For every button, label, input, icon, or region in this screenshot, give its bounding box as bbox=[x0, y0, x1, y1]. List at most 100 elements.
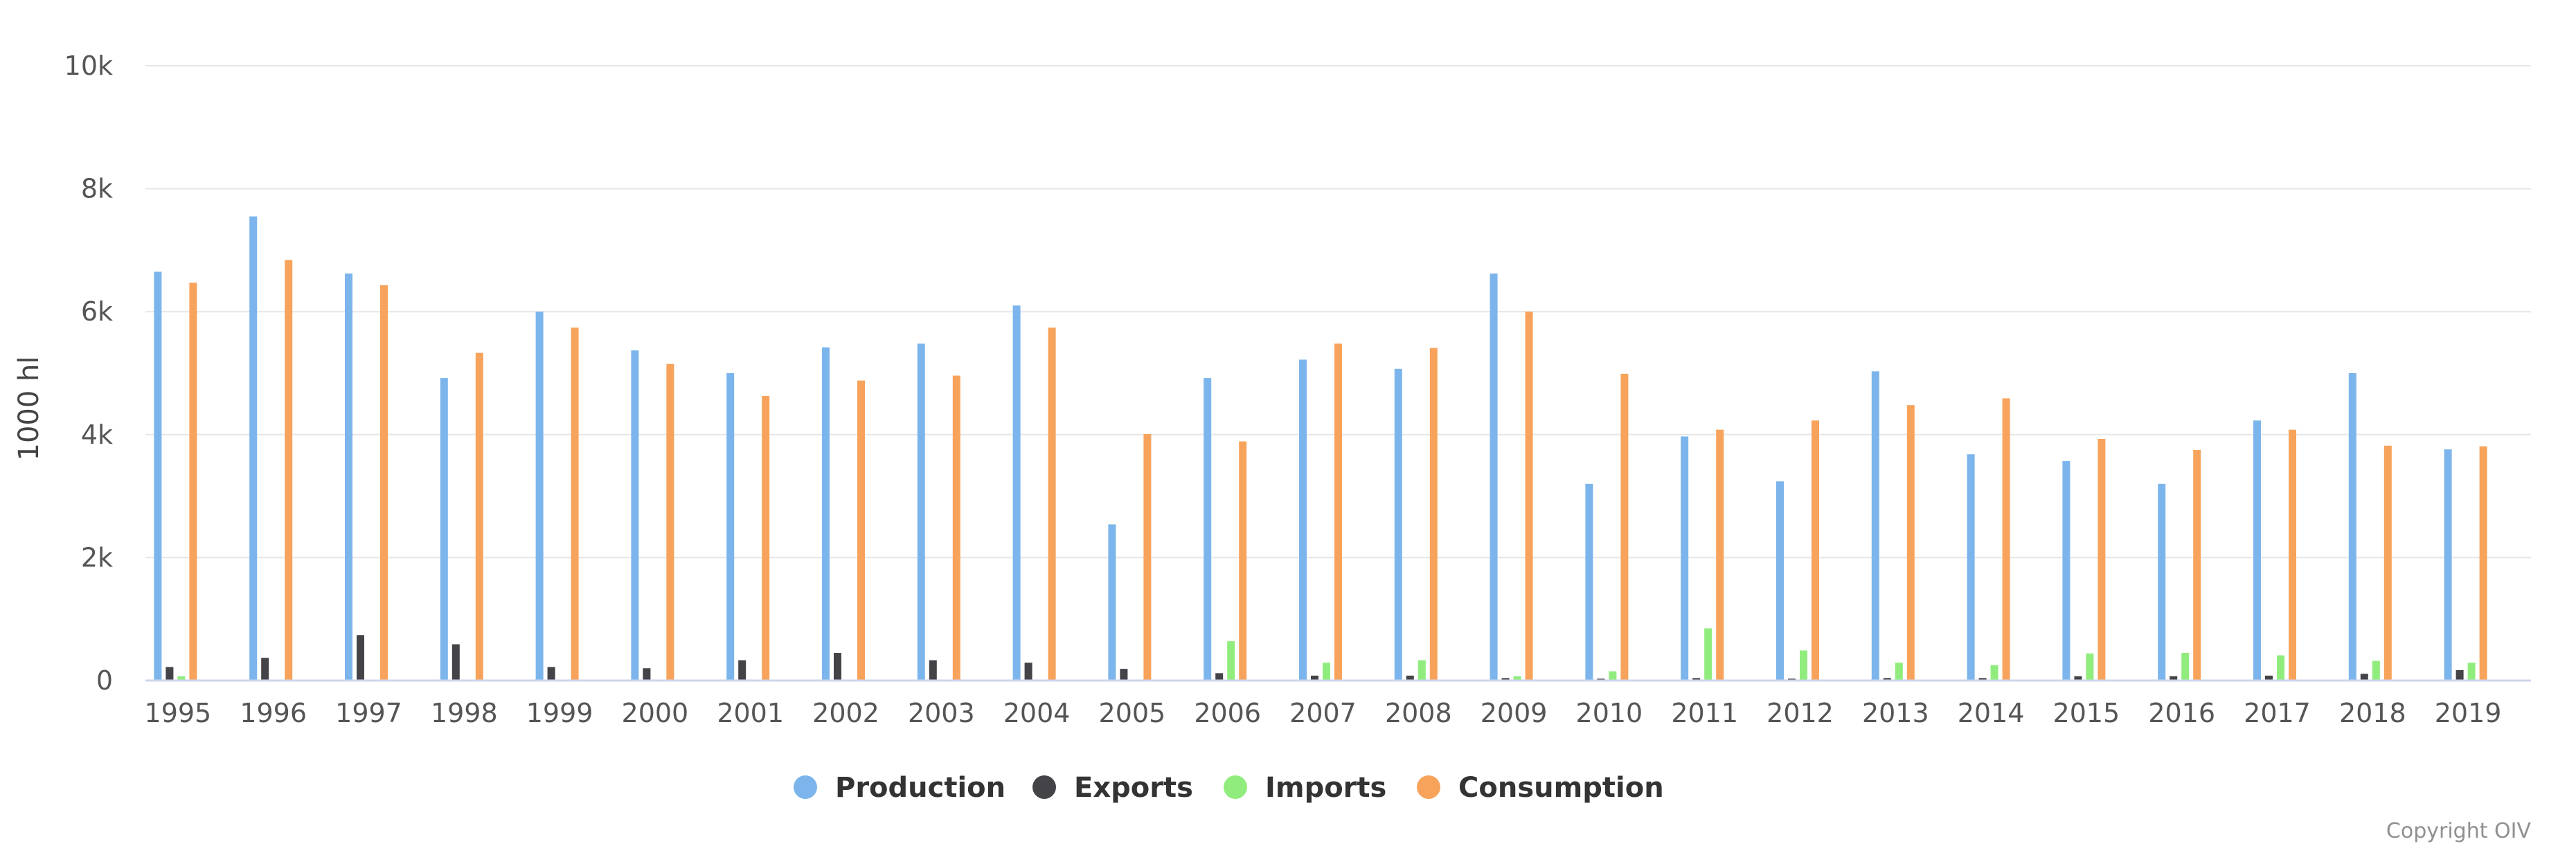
bar-consumption-1998[interactable]: Consumption 1998: 5330 bbox=[475, 352, 483, 681]
bar-production-2015[interactable]: Production 2015: 3570 bbox=[2062, 460, 2070, 681]
x-tick-label: 2017 bbox=[2244, 698, 2311, 728]
bar-consumption-2013[interactable]: Consumption 2013: 4480 bbox=[1906, 405, 1915, 681]
bar-consumption-2011[interactable]: Consumption 2011: 4080 bbox=[1716, 429, 1724, 681]
bar-exports-2002[interactable]: Exports 2002: 450 bbox=[834, 653, 841, 681]
bar-consumption-2009[interactable]: Consumption 2009: 6000 bbox=[1525, 312, 1533, 681]
bar-consumption-2008[interactable]: Consumption 2008: 5410 bbox=[1429, 348, 1438, 681]
bar-production-2007[interactable]: Production 2007: 5220 bbox=[1299, 359, 1307, 681]
bar-exports-2005[interactable]: Exports 2005: 190 bbox=[1120, 669, 1128, 681]
bar-consumption-1996[interactable]: Consumption 1996: 6840 bbox=[285, 260, 293, 681]
bar-exports-2004[interactable]: Exports 2004: 290 bbox=[1024, 663, 1032, 681]
bar-exports-2015[interactable]: Exports 2015: 70 bbox=[2074, 676, 2082, 681]
bar-consumption-2007[interactable]: Consumption 2007: 5480 bbox=[1334, 343, 1342, 681]
bar-production-2019[interactable]: Production 2019: 3760 bbox=[2444, 449, 2452, 681]
bar-imports-2006[interactable]: Imports 2006: 640 bbox=[1227, 641, 1235, 681]
bar-imports-2011[interactable]: Imports 2011: 850 bbox=[1704, 628, 1712, 681]
bar-exports-2013[interactable]: Exports 2013: 40 bbox=[1883, 678, 1891, 681]
bar-production-2009[interactable]: Production 2009: 6620 bbox=[1490, 273, 1498, 681]
bar-production-1996[interactable]: Production 1996: 7550 bbox=[249, 216, 258, 681]
bar-consumption-2001[interactable]: Consumption 2001: 4630 bbox=[762, 395, 770, 681]
bar-imports-2014[interactable]: Imports 2014: 250 bbox=[1990, 665, 1998, 681]
bar-exports-1995[interactable]: Exports 1995: 220 bbox=[166, 667, 174, 681]
bar-exports-2001[interactable]: Exports 2001: 330 bbox=[738, 660, 746, 681]
bar-imports-2015[interactable]: Imports 2015: 440 bbox=[2086, 653, 2094, 681]
bar-consumption-2018[interactable]: Consumption 2018: 3820 bbox=[2383, 445, 2392, 681]
bar-imports-2007[interactable]: Imports 2007: 290 bbox=[1323, 663, 1330, 681]
bar-exports-2018[interactable]: Exports 2018: 110 bbox=[2360, 674, 2368, 681]
bar-production-2017[interactable]: Production 2017: 4230 bbox=[2253, 420, 2261, 681]
bar-exports-2017[interactable]: Exports 2017: 80 bbox=[2265, 675, 2273, 681]
bar-exports-1998[interactable]: Exports 1998: 590 bbox=[451, 644, 460, 681]
bar-imports-2018[interactable]: Imports 2018: 320 bbox=[2372, 660, 2380, 681]
bar-imports-2016[interactable]: Imports 2016: 450 bbox=[2181, 653, 2190, 681]
x-tick-label: 2001 bbox=[717, 698, 784, 728]
bar-imports-2013[interactable]: Imports 2013: 290 bbox=[1895, 663, 1903, 681]
bar-imports-2019[interactable]: Imports 2019: 290 bbox=[2467, 663, 2476, 681]
bar-exports-2011[interactable]: Exports 2011: 40 bbox=[1692, 678, 1701, 681]
x-tick-label: 2008 bbox=[1385, 698, 1452, 728]
bar-production-2005[interactable]: Production 2005: 2540 bbox=[1108, 524, 1116, 681]
bar-consumption-1999[interactable]: Consumption 1999: 5740 bbox=[571, 327, 579, 681]
bar-production-2002[interactable]: Production 2002: 5420 bbox=[822, 347, 830, 681]
bar-exports-1997[interactable]: Exports 1997: 740 bbox=[357, 635, 364, 681]
x-tick-label: 2004 bbox=[1003, 698, 1071, 728]
legend-item-exports[interactable]: Exports bbox=[1032, 772, 1193, 804]
bar-consumption-2010[interactable]: Consumption 2010: 4990 bbox=[1620, 373, 1629, 681]
bar-consumption-2012[interactable]: Consumption 2012: 4230 bbox=[1812, 420, 1819, 681]
copyright-credit[interactable]: Copyright OIV bbox=[2386, 819, 2532, 843]
bar-consumption-2016[interactable]: Consumption 2016: 3750 bbox=[2193, 450, 2201, 681]
bar-imports-2008[interactable]: Imports 2008: 330 bbox=[1417, 660, 1426, 681]
bar-consumption-2017[interactable]: Consumption 2017: 4080 bbox=[2289, 429, 2296, 681]
bar-exports-2000[interactable]: Exports 2000: 200 bbox=[643, 668, 651, 681]
bar-production-1999[interactable]: Production 1999: 6000 bbox=[535, 312, 544, 681]
bar-production-2008[interactable]: Production 2008: 5070 bbox=[1394, 368, 1402, 681]
bar-consumption-1997[interactable]: Consumption 1997: 6430 bbox=[380, 285, 388, 681]
bar-production-2014[interactable]: Production 2014: 3680 bbox=[1967, 454, 1975, 681]
bar-production-2003[interactable]: Production 2003: 5480 bbox=[917, 343, 925, 681]
bar-consumption-2019[interactable]: Consumption 2019: 3810 bbox=[2479, 446, 2487, 681]
bar-imports-2009[interactable]: Imports 2009: 70 bbox=[1513, 676, 1521, 681]
bar-exports-2008[interactable]: Exports 2008: 80 bbox=[1406, 675, 1414, 681]
legend[interactable]: Production Exports Imports Consumption bbox=[794, 772, 1664, 804]
bar-production-2013[interactable]: Production 2013: 5030 bbox=[1871, 371, 1879, 681]
bar-exports-2016[interactable]: Exports 2016: 70 bbox=[2170, 676, 2178, 681]
bar-imports-2017[interactable]: Imports 2017: 410 bbox=[2277, 655, 2284, 681]
bar-consumption-2003[interactable]: Consumption 2003: 4960 bbox=[952, 375, 960, 681]
bar-production-2011[interactable]: Production 2011: 3970 bbox=[1681, 436, 1689, 681]
legend-item-consumption[interactable]: Consumption bbox=[1417, 772, 1664, 804]
bar-production-1997[interactable]: Production 1997: 6620 bbox=[345, 273, 352, 681]
bar-production-2018[interactable]: Production 2018: 5000 bbox=[2348, 373, 2356, 681]
bar-exports-1996[interactable]: Exports 1996: 370 bbox=[261, 658, 269, 681]
bar-production-1995[interactable]: Production 1995: 6650 bbox=[154, 271, 162, 681]
bar-exports-2006[interactable]: Exports 2006: 120 bbox=[1215, 673, 1224, 681]
bar-imports-2012[interactable]: Imports 2012: 490 bbox=[1800, 650, 1807, 681]
bar-consumption-2002[interactable]: Consumption 2002: 4880 bbox=[857, 380, 865, 681]
bar-production-2012[interactable]: Production 2012: 3240 bbox=[1776, 481, 1784, 681]
bar-exports-2007[interactable]: Exports 2007: 80 bbox=[1311, 675, 1318, 681]
bar-imports-1995[interactable]: Imports 1995: 70 bbox=[177, 676, 186, 681]
bar-production-2006[interactable]: Production 2006: 4920 bbox=[1204, 378, 1212, 681]
bar-consumption-2015[interactable]: Consumption 2015: 3930 bbox=[2098, 439, 2106, 681]
legend-item-imports[interactable]: Imports bbox=[1224, 772, 1386, 804]
bar-production-2001[interactable]: Production 2001: 5000 bbox=[726, 373, 735, 681]
bar-consumption-2014[interactable]: Consumption 2014: 4590 bbox=[2002, 398, 2010, 681]
legend-item-production[interactable]: Production bbox=[794, 772, 1005, 804]
bar-exports-2003[interactable]: Exports 2003: 330 bbox=[929, 660, 937, 681]
bar-series[interactable]: Production 1995: 6650Exports 1995: 220Im… bbox=[154, 216, 2487, 681]
bar-exports-2014[interactable]: Exports 2014: 40 bbox=[1978, 678, 1987, 681]
bar-consumption-2000[interactable]: Consumption 2000: 5150 bbox=[666, 363, 674, 681]
legend-marker-icon bbox=[1224, 775, 1247, 799]
bar-consumption-2005[interactable]: Consumption 2005: 4010 bbox=[1143, 433, 1152, 681]
bar-exports-2009[interactable]: Exports 2009: 40 bbox=[1501, 678, 1510, 681]
bar-consumption-2004[interactable]: Consumption 2004: 5740 bbox=[1048, 327, 1056, 681]
bar-exports-2019[interactable]: Exports 2019: 170 bbox=[2456, 669, 2464, 681]
bar-production-2004[interactable]: Production 2004: 6100 bbox=[1012, 305, 1021, 681]
bar-consumption-2006[interactable]: Consumption 2006: 3890 bbox=[1239, 441, 1247, 681]
bar-imports-2010[interactable]: Imports 2010: 150 bbox=[1609, 671, 1617, 681]
bar-consumption-1995[interactable]: Consumption 1995: 6470 bbox=[189, 282, 197, 681]
bar-production-1998[interactable]: Production 1998: 4920 bbox=[440, 378, 448, 681]
bar-exports-1999[interactable]: Exports 1999: 220 bbox=[547, 667, 555, 681]
bar-production-2000[interactable]: Production 2000: 5370 bbox=[631, 350, 639, 681]
